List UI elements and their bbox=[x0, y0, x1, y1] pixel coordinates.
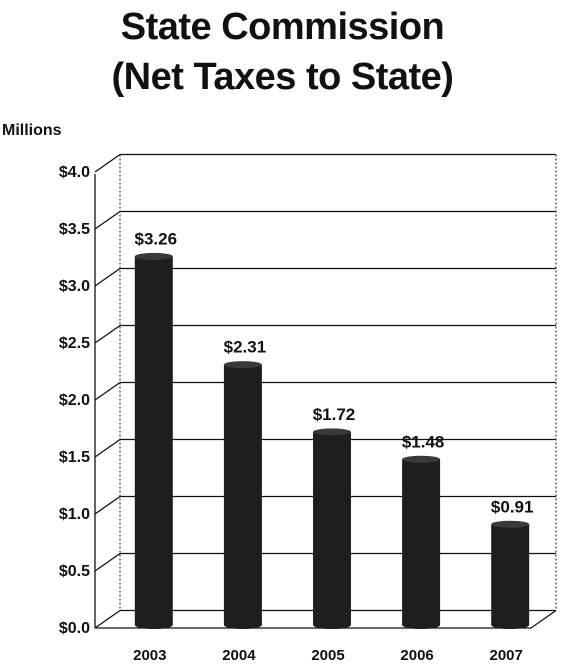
y-tick-label: $2.5 bbox=[59, 335, 90, 352]
y-tick-label: $0.5 bbox=[59, 563, 90, 580]
gridline-depth bbox=[94, 495, 121, 515]
bar-top bbox=[134, 252, 173, 260]
y-tick-label: $0.0 bbox=[59, 620, 90, 637]
bar-top bbox=[313, 428, 351, 436]
gridline-depth bbox=[94, 324, 121, 344]
y-tick-label: $1.0 bbox=[59, 506, 90, 523]
data-label: $1.72 bbox=[313, 405, 356, 424]
data-label: $3.26 bbox=[135, 229, 178, 248]
x-tick-label: 2006 bbox=[400, 647, 433, 664]
bar-2006 bbox=[402, 455, 441, 629]
gridline-depth bbox=[94, 438, 121, 458]
data-label: $0.91 bbox=[491, 497, 534, 516]
gridline-depth bbox=[94, 210, 121, 230]
y-tick-label: $3.0 bbox=[59, 278, 90, 295]
bar-body bbox=[491, 524, 530, 625]
gridline-depth bbox=[94, 267, 121, 287]
x-tick-label: 2004 bbox=[222, 647, 256, 664]
bars-layer bbox=[134, 252, 530, 629]
bar-body bbox=[313, 431, 351, 625]
bar-2003 bbox=[134, 252, 173, 629]
y-tick-label: $3.5 bbox=[59, 221, 90, 238]
x-tick-label: 2005 bbox=[311, 647, 344, 664]
bar-body bbox=[223, 364, 262, 625]
bar-2004 bbox=[223, 361, 262, 629]
chart-title-line-2: (Net Taxes to State) bbox=[111, 56, 454, 98]
bar-2007 bbox=[491, 520, 530, 629]
x-tick-label: 2003 bbox=[133, 647, 166, 664]
gridline-depth bbox=[94, 552, 121, 572]
bar-base bbox=[223, 621, 262, 629]
bar-base bbox=[134, 621, 173, 629]
gridline-depth bbox=[94, 153, 121, 173]
bar-top bbox=[223, 361, 262, 369]
y-tick-label: $2.0 bbox=[59, 392, 90, 409]
y-tick-label: $4.0 bbox=[59, 164, 90, 181]
y-unit-label: Millions bbox=[2, 122, 62, 139]
bar-top bbox=[402, 455, 441, 463]
bar-base bbox=[402, 621, 441, 629]
gridline-depth bbox=[94, 609, 121, 629]
bar-body bbox=[402, 459, 441, 625]
data-label: $1.48 bbox=[402, 432, 445, 451]
labels-layer: $0.0 $0.5 $1.0 $1.5 $2.0 $2.5 $3.0 $3.5 $4.0 Mill… bbox=[2, 122, 533, 664]
y-tick-label: $1.5 bbox=[59, 449, 90, 466]
bar-base bbox=[491, 621, 530, 629]
chart-title-line-1: State Commission bbox=[120, 6, 445, 48]
x-tick-label: 2007 bbox=[490, 647, 523, 664]
floor-right-edge bbox=[530, 609, 557, 629]
bar-body bbox=[134, 256, 173, 625]
bar-top bbox=[491, 520, 530, 528]
data-label: $2.31 bbox=[224, 338, 267, 357]
bar-base bbox=[313, 621, 351, 629]
gridline-depth bbox=[94, 381, 121, 401]
bar-2005 bbox=[313, 428, 351, 629]
